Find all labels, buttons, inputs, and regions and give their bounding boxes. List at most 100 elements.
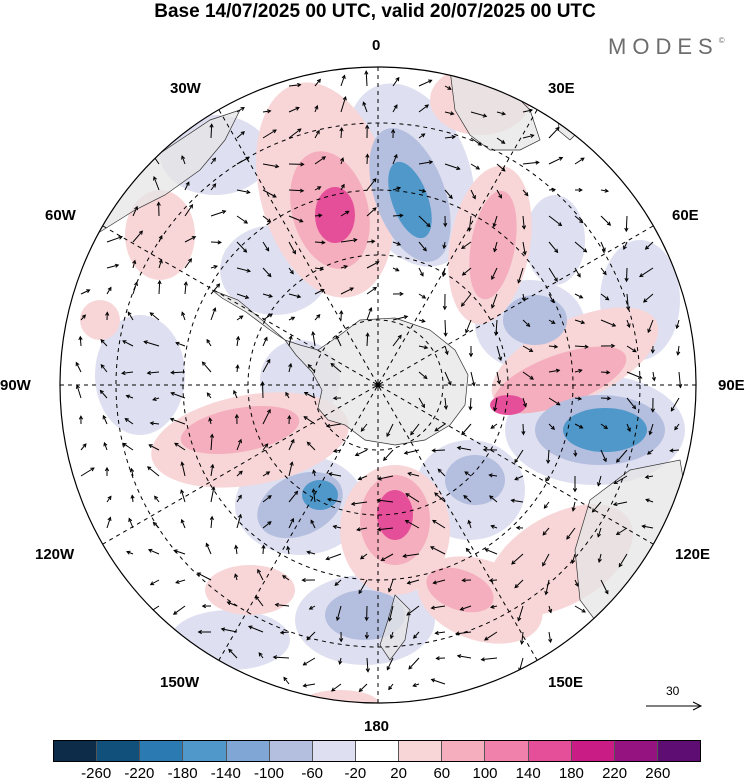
wind-vector-head (334, 581, 339, 586)
wind-vector-head (669, 448, 674, 453)
wind-vector-head (364, 70, 369, 75)
wind-vector (626, 423, 631, 432)
wind-vector (258, 652, 264, 659)
wind-vector-head (413, 634, 418, 639)
wind-vector (390, 631, 394, 639)
wind-vector-head (422, 247, 427, 252)
wind-vector-head (274, 602, 280, 608)
wind-vector (126, 551, 134, 555)
wind-vector-head (434, 492, 439, 497)
wind-vector-head (234, 413, 239, 419)
wind-vector-head (371, 239, 376, 244)
wind-vector-head (403, 450, 409, 455)
wind-vector (432, 449, 446, 452)
wind-vector (548, 241, 558, 253)
wind-vector (358, 475, 368, 480)
wind-vector-head (514, 458, 519, 464)
wind-vector-head (482, 113, 488, 118)
wind-vector (314, 79, 321, 87)
wind-vector (132, 230, 143, 243)
wind-vector-head (147, 466, 152, 471)
reference-vector-arrow (646, 701, 703, 711)
wind-vector-head (643, 298, 648, 303)
wind-vector-head (213, 265, 219, 270)
wind-vector-head (456, 654, 462, 659)
wind-vector (171, 392, 186, 399)
colorbar-segment (399, 741, 443, 761)
wind-vector (221, 628, 238, 633)
wind-vector (210, 157, 216, 165)
wind-vector (642, 525, 654, 529)
wind-vector-head (364, 616, 369, 622)
wind-vector-head (580, 157, 585, 162)
wind-vector (102, 415, 108, 425)
wind-vector-head (548, 638, 553, 644)
wind-vector-head (209, 515, 214, 521)
wind-vector-head (390, 128, 396, 134)
wind-vector-head (597, 558, 602, 564)
wind-vector (623, 241, 628, 250)
wind-vector-head (353, 238, 358, 243)
wind-vector (544, 501, 550, 509)
wind-vector (434, 423, 446, 432)
wind-vector (490, 423, 498, 429)
wind-vector-head (447, 86, 452, 90)
wind-vector (357, 527, 368, 531)
wind-vector-head (535, 160, 540, 165)
wind-vector-head (320, 288, 325, 293)
wind-vector-head (191, 236, 197, 240)
wind-vector (106, 496, 112, 503)
wind-vector-head (602, 270, 607, 276)
wind-vector (435, 631, 446, 634)
wind-vector (181, 519, 186, 529)
wind-vector-head (626, 427, 631, 433)
wind-vector (392, 104, 398, 113)
wind-vector (645, 499, 654, 503)
wind-vector (468, 520, 472, 529)
wind-vector (288, 189, 304, 192)
wind-vector (288, 215, 303, 223)
wind-vector-head (316, 314, 321, 319)
wind-vector (366, 657, 369, 672)
wind-vector (158, 259, 163, 269)
wind-vector (310, 520, 316, 529)
wind-vector (444, 371, 452, 385)
wind-vector (383, 449, 394, 461)
wind-vector (574, 345, 588, 348)
wind-vector (303, 683, 316, 687)
colorbar-tick-label: 260 (645, 765, 671, 782)
wind-vector-head (349, 287, 355, 292)
wind-vector-head (233, 389, 237, 395)
wind-vector (592, 501, 602, 513)
colorbar-segment (485, 741, 529, 761)
wind-vector (571, 553, 576, 564)
wind-vector (262, 443, 268, 451)
wind-vector-head (555, 368, 561, 373)
wind-vector-head (572, 488, 578, 493)
wind-vector (288, 128, 302, 139)
wind-vector (386, 423, 394, 437)
wind-vector (358, 579, 368, 594)
colorbar-tick-label: 100 (472, 765, 498, 782)
wind-vector-head (265, 247, 270, 252)
wind-vector-head (118, 235, 123, 240)
wind-vector-head (268, 313, 273, 318)
wind-vector-head (426, 223, 431, 228)
wind-vector-head (651, 376, 656, 382)
wind-vector (548, 605, 552, 613)
wind-vector (522, 134, 534, 139)
anomaly-negative (445, 455, 505, 505)
wind-vector (210, 487, 215, 503)
wind-vector-head (484, 548, 489, 553)
wind-vector-head (146, 610, 151, 615)
wind-vector-head (357, 476, 363, 481)
wind-vector (444, 136, 456, 139)
wind-vector-head (100, 339, 105, 344)
wind-vector-head (387, 588, 392, 593)
wind-vector-head (482, 447, 488, 452)
wind-vector-head (122, 442, 127, 447)
wind-vector-head (423, 375, 428, 380)
wind-vector-head (650, 408, 656, 413)
wind-vector-head (514, 476, 519, 481)
wind-vector (444, 345, 448, 355)
